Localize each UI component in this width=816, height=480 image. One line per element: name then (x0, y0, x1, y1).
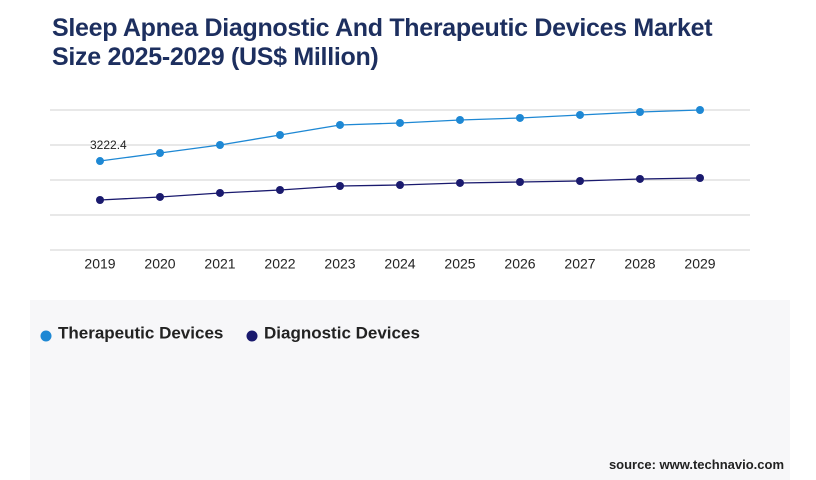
x-tick-label: 2025 (444, 256, 475, 272)
data-point (396, 118, 404, 127)
data-point (576, 176, 584, 185)
data-point (216, 140, 224, 149)
data-point (336, 120, 344, 129)
data-point (156, 148, 164, 157)
data-point (276, 185, 284, 194)
data-point (516, 113, 524, 122)
data-point (696, 106, 704, 114)
data-point (576, 110, 584, 119)
legend-label: Diagnostic Devices (264, 323, 420, 342)
chart-title: Sleep Apnea Diagnostic And Therapeutic D… (52, 14, 713, 71)
data-point (216, 188, 224, 197)
data-point (156, 192, 164, 201)
legend-label: Therapeutic Devices (58, 323, 223, 342)
data-point (276, 130, 284, 139)
data-label: 3222.4 (90, 138, 127, 152)
x-tick-label: 2029 (684, 256, 715, 272)
legend-marker (40, 330, 52, 342)
x-tick-label: 2024 (384, 256, 415, 272)
data-point (456, 178, 464, 187)
legend-marker (246, 330, 258, 342)
x-tick-label: 2028 (624, 256, 655, 272)
data-point (636, 107, 644, 116)
data-point (336, 181, 344, 190)
data-point (636, 174, 644, 183)
source: source: www.technavio.com (608, 457, 784, 472)
data-point (456, 115, 464, 124)
x-tick-label: 2023 (324, 256, 355, 272)
x-tick-label: 2027 (564, 256, 595, 272)
x-tick-label: 2020 (144, 256, 175, 272)
x-tick-label: 2022 (264, 256, 295, 272)
data-point (96, 157, 104, 166)
data-point (396, 180, 404, 189)
x-tick-label: 2026 (504, 256, 535, 272)
x-tick-label: 2021 (204, 256, 235, 272)
data-point (696, 173, 704, 182)
series-line (99, 109, 701, 162)
x-tick-label: 2019 (84, 256, 115, 272)
data-point (96, 195, 104, 204)
legend-panel (30, 300, 790, 480)
data-point (516, 177, 524, 186)
